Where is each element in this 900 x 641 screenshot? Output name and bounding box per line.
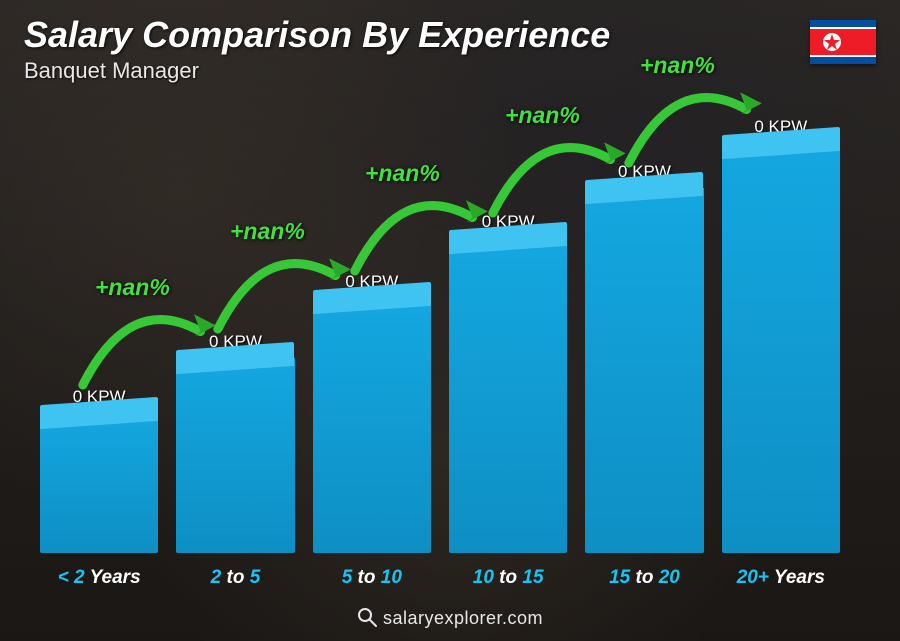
delta-label: +nan% xyxy=(365,160,440,187)
delta-label: +nan% xyxy=(505,102,580,129)
bar-group: 0 KPW xyxy=(313,272,431,553)
bar xyxy=(449,238,567,553)
category-label: 2 to 5 xyxy=(176,567,294,589)
bar xyxy=(40,413,158,553)
category-label: 15 to 20 xyxy=(585,567,703,589)
category-label: 10 to 15 xyxy=(449,567,567,589)
bar-group: 0 KPW xyxy=(585,162,703,553)
bar xyxy=(176,358,294,553)
bar-group: 0 KPW xyxy=(176,332,294,553)
delta-label: +nan% xyxy=(230,218,305,245)
footer-text: salaryexplorer.com xyxy=(383,608,543,628)
bar xyxy=(722,143,840,553)
delta-label: +nan% xyxy=(640,52,715,79)
chart-title: Salary Comparison By Experience xyxy=(24,14,610,56)
bar-group: 0 KPW xyxy=(449,212,567,553)
category-label: < 2 Years xyxy=(40,567,158,589)
category-label: 5 to 10 xyxy=(313,567,431,589)
category-row: < 2 Years 2 to 5 5 to 10 10 to 15 15 to 20 20… xyxy=(40,567,840,589)
bar-group: 0 KPW xyxy=(722,117,840,553)
flag-icon xyxy=(810,20,876,64)
bar-group: 0 KPW xyxy=(40,387,158,553)
bar xyxy=(313,298,431,553)
logo-icon xyxy=(357,607,377,627)
footer: salaryexplorer.com xyxy=(0,607,900,629)
category-label: 20+ Years xyxy=(722,567,840,589)
bar xyxy=(585,188,703,553)
delta-label: +nan% xyxy=(95,274,170,301)
chart-canvas: Salary Comparison By Experience Banquet … xyxy=(0,0,900,641)
chart-subtitle: Banquet Manager xyxy=(24,58,199,84)
bar-chart: 0 KPW0 KPW0 KPW0 KPW0 KPW0 KPW xyxy=(40,113,840,553)
